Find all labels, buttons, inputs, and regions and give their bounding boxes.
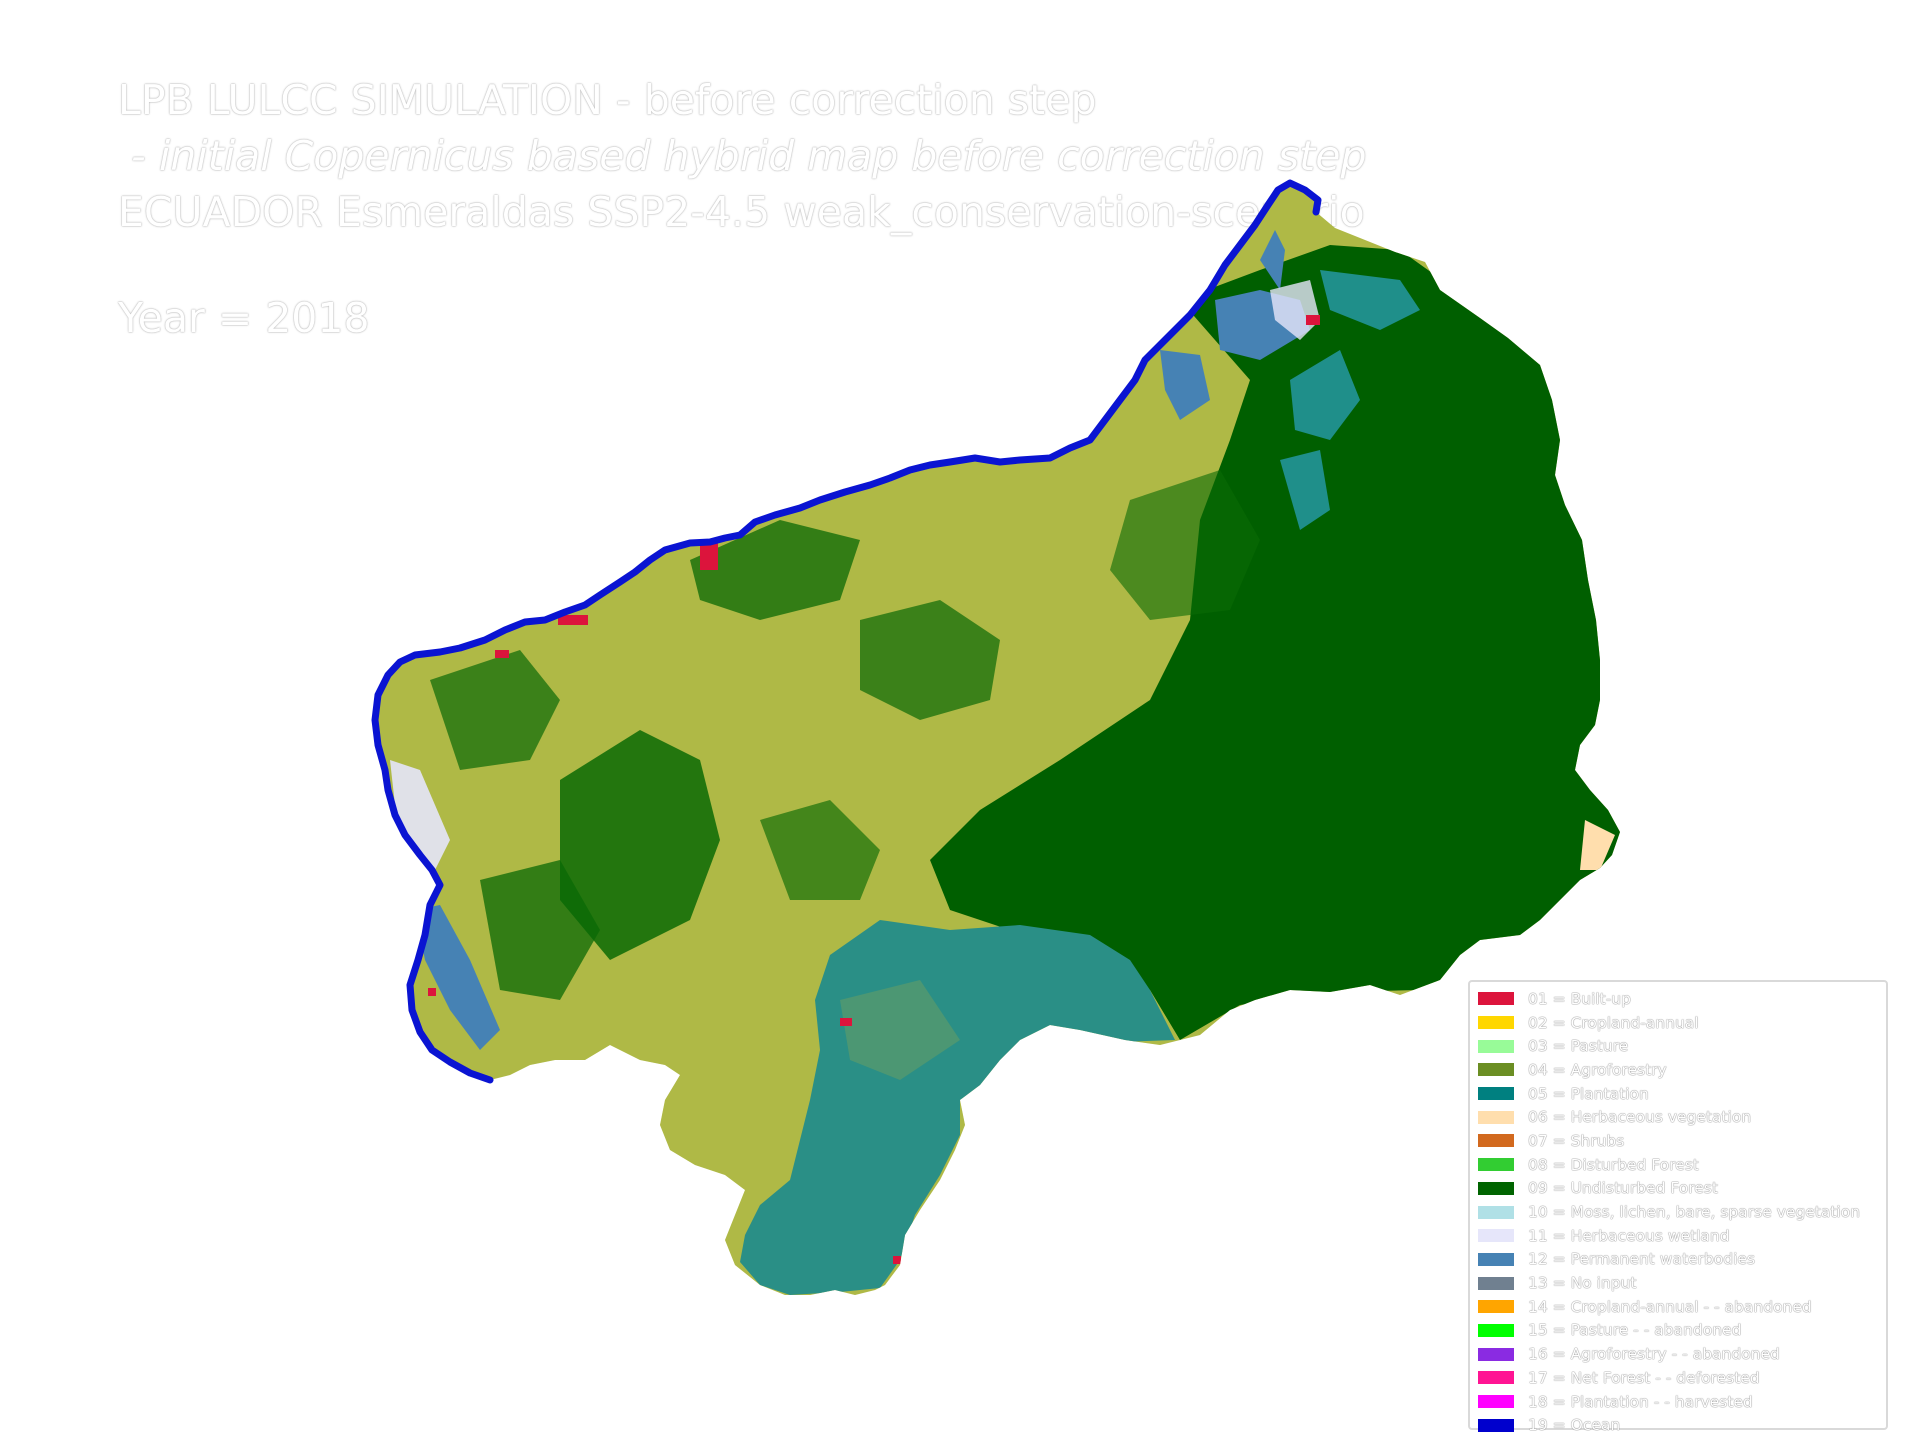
legend-entry: 08 = Disturbed Forest [1478, 1153, 1880, 1177]
forest-fringe-east [1110, 470, 1260, 620]
legend-label: 19 = Ocean [1528, 1416, 1621, 1435]
legend-entry: 18 = Plantation - - harvested [1478, 1390, 1880, 1414]
forest-patch-west [430, 650, 560, 770]
forest-patch-mid [860, 600, 1000, 720]
legend-entry: 09 = Undisturbed Forest [1478, 1177, 1880, 1201]
herbaceous-vegetation-east [1580, 820, 1615, 870]
legend-label: 18 = Plantation - - harvested [1528, 1392, 1753, 1411]
legend-swatch [1478, 1087, 1514, 1101]
legend-entry: 11 = Herbaceous wetland [1478, 1224, 1880, 1248]
legend-entry: 16 = Agroforestry - - abandoned [1478, 1342, 1880, 1366]
built-up-south-2 [893, 1256, 901, 1264]
plantation-mix [840, 980, 960, 1080]
legend-swatch [1478, 1063, 1514, 1077]
legend-label: 03 = Pasture [1528, 1037, 1629, 1056]
legend-swatch [1478, 1016, 1514, 1030]
legend-swatch [1478, 1300, 1514, 1314]
legend-swatch [1478, 1323, 1514, 1337]
plantation-north [1290, 350, 1360, 440]
forest-patch-sw [480, 860, 600, 1000]
legend-label: 16 = Agroforestry - - abandoned [1528, 1345, 1780, 1364]
estuary-north-2 [1160, 350, 1210, 420]
legend-swatch [1478, 1110, 1514, 1124]
legend-swatch [1478, 1371, 1514, 1385]
legend-label: 10 = Moss, lichen, bare, sparse vegetati… [1528, 1203, 1861, 1222]
legend-swatch [1478, 1252, 1514, 1266]
legend-entry: 17 = Net Forest - - deforested [1478, 1366, 1880, 1390]
legend-entry: 13 = No input [1478, 1271, 1880, 1295]
built-up-south-1 [840, 1018, 852, 1026]
legend-label: 15 = Pasture - - abandoned [1528, 1321, 1742, 1340]
legend-entry: 10 = Moss, lichen, bare, sparse vegetati… [1478, 1200, 1880, 1224]
legend-label: 02 = Cropland-annual [1528, 1013, 1699, 1032]
legend-label: 08 = Disturbed Forest [1528, 1155, 1699, 1174]
legend-label: 17 = Net Forest - - deforested [1528, 1368, 1760, 1387]
legend-entry: 04 = Agroforestry [1478, 1058, 1880, 1082]
legend-entry: 07 = Shrubs [1478, 1129, 1880, 1153]
legend-swatch [1478, 992, 1514, 1006]
legend-entry: 05 = Plantation [1478, 1082, 1880, 1106]
estuary-southwest [415, 905, 500, 1050]
built-up-coast-2 [495, 650, 509, 658]
plantation-north-3 [1280, 450, 1330, 530]
legend-label: 06 = Herbaceous vegetation [1528, 1108, 1752, 1127]
ocean-coastline [371, 179, 1322, 1084]
legend-swatch [1478, 1276, 1514, 1290]
legend-label: 04 = Agroforestry [1528, 1060, 1667, 1079]
legend-swatch [1478, 1347, 1514, 1361]
legend-entry: 14 = Cropland-annual - - abandoned [1478, 1295, 1880, 1319]
forest-patch-s [760, 800, 880, 900]
forest-patch-north [690, 520, 860, 620]
forest-patch-center [560, 730, 720, 960]
land-cover-layer [375, 183, 1620, 1295]
legend-swatch [1478, 1158, 1514, 1172]
map-legend: 01 = Built-up 02 = Cropland-annual 03 = Pa… [1468, 980, 1888, 1434]
built-up-coast-1 [558, 615, 588, 625]
legend-entry: 15 = Pasture - - abandoned [1478, 1319, 1880, 1343]
legend-swatch [1478, 1039, 1514, 1053]
legend-swatch [1478, 1418, 1514, 1432]
legend-label: 11 = Herbaceous wetland [1528, 1226, 1730, 1245]
legend-entry: 01 = Built-up [1478, 987, 1880, 1011]
legend-entry: 02 = Cropland-annual [1478, 1011, 1880, 1035]
legend-entry: 19 = Ocean [1478, 1413, 1880, 1437]
legend-label: 09 = Undisturbed Forest [1528, 1179, 1718, 1198]
plantation-north-2 [1320, 270, 1420, 330]
legend-swatch [1478, 1181, 1514, 1195]
built-up-north [1306, 315, 1320, 325]
built-up-esmeraldas [700, 540, 718, 570]
built-up-sw [428, 988, 436, 996]
legend-label: 01 = Built-up [1528, 989, 1631, 1008]
legend-swatch [1478, 1134, 1514, 1148]
legend-swatch [1478, 1205, 1514, 1219]
legend-label: 14 = Cropland-annual - - abandoned [1528, 1297, 1812, 1316]
legend-label: 13 = No input [1528, 1274, 1637, 1293]
legend-entry: 12 = Permanent waterbodies [1478, 1248, 1880, 1272]
legend-label: 07 = Shrubs [1528, 1131, 1625, 1150]
legend-label: 12 = Permanent waterbodies [1528, 1250, 1756, 1269]
undisturbed-forest-east [930, 245, 1620, 1040]
legend-entry: 03 = Pasture [1478, 1034, 1880, 1058]
legend-swatch [1478, 1395, 1514, 1409]
river-channel [1260, 230, 1285, 290]
legend-label: 05 = Plantation [1528, 1084, 1649, 1103]
legend-swatch [1478, 1229, 1514, 1243]
legend-entry: 06 = Herbaceous vegetation [1478, 1105, 1880, 1129]
